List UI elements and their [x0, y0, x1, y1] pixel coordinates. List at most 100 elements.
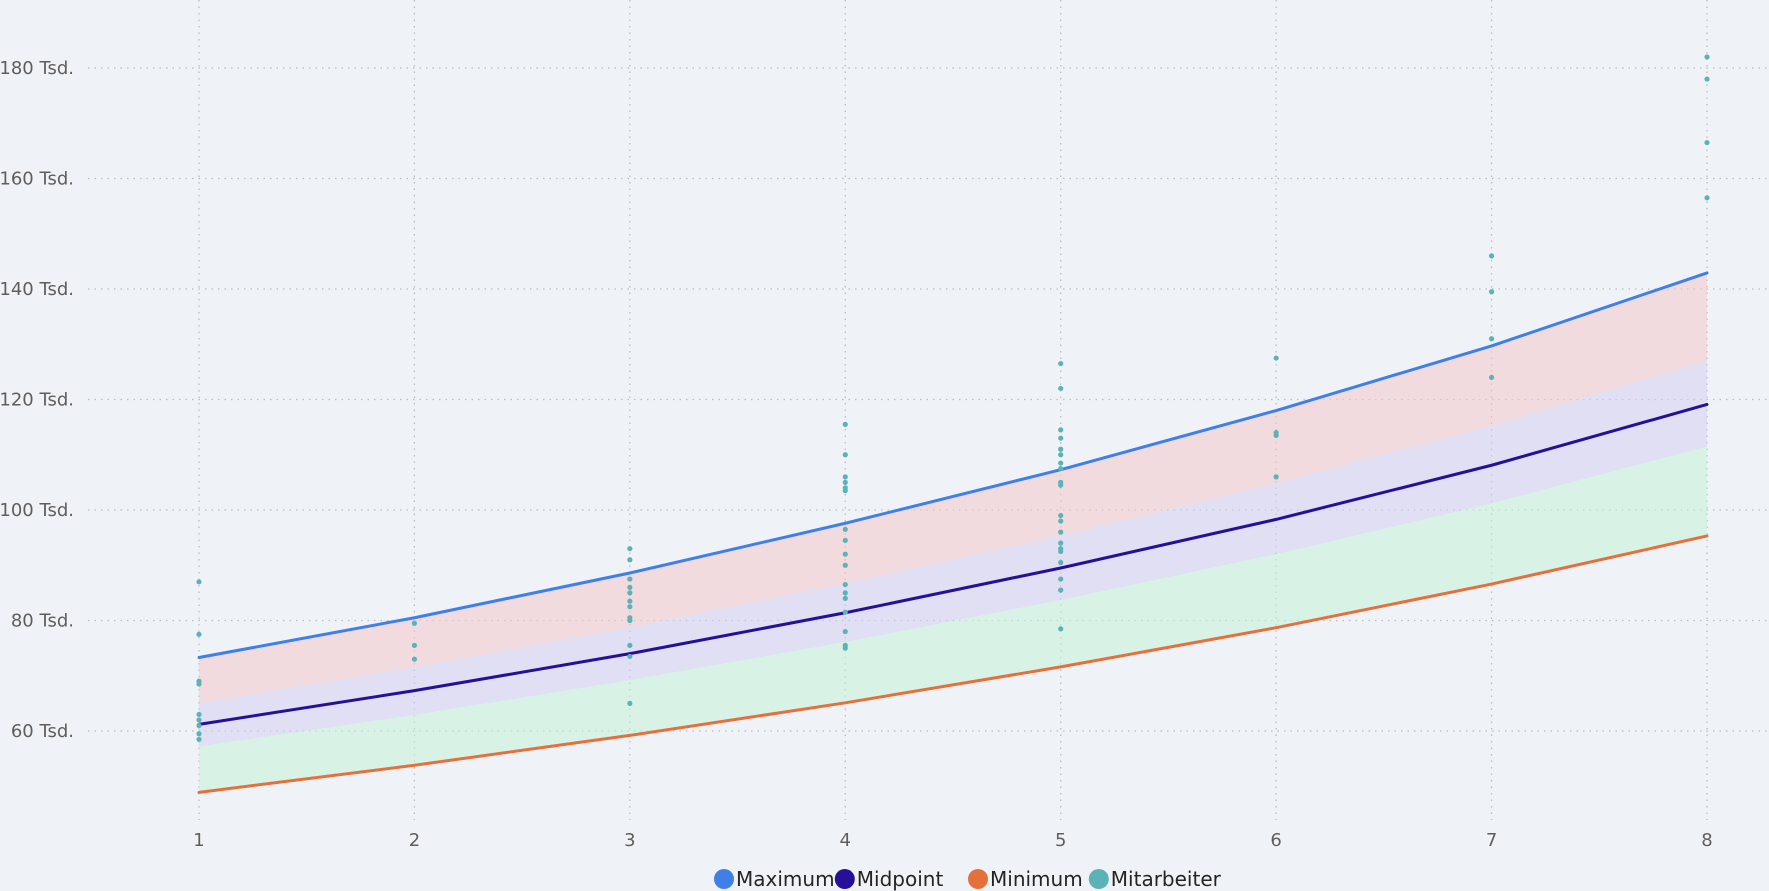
- y-tick-label: 120 Tsd.: [0, 390, 74, 411]
- data-point-mitarbeiter: [196, 717, 202, 723]
- data-point-mitarbeiter: [1273, 432, 1279, 439]
- data-point-mitarbeiter: [842, 628, 848, 635]
- data-point-mitarbeiter: [1058, 482, 1064, 488]
- data-point-mitarbeiter: [842, 609, 848, 615]
- legend-label: Mitarbeiter: [1111, 867, 1222, 891]
- data-point-mitarbeiter: [1273, 474, 1279, 480]
- data-point-mitarbeiter: [842, 537, 848, 543]
- x-tick-label: 3: [624, 830, 635, 851]
- data-point-mitarbeiter: [842, 595, 848, 602]
- legend-item-mitarbeiter[interactable]: Mitarbeiter: [1088, 867, 1222, 891]
- data-point-mitarbeiter: [1058, 446, 1064, 452]
- legend-marker: [834, 869, 855, 889]
- data-point-mitarbeiter: [1488, 289, 1495, 295]
- data-point-mitarbeiter: [196, 711, 202, 718]
- y-axis: 60 Tsd. 80 Tsd. 100 Tsd. 120 Tsd. 140 Tsd. 16…: [0, 58, 74, 742]
- band-layer: [199, 272, 1707, 793]
- data-point-mitarbeiter: [1704, 54, 1710, 60]
- data-point-mitarbeiter: [1058, 540, 1064, 546]
- x-tick-label: 4: [840, 830, 851, 851]
- data-point-mitarbeiter: [842, 562, 848, 568]
- x-tick-label: 6: [1270, 830, 1281, 851]
- data-point-mitarbeiter: [842, 590, 848, 596]
- data-point-mitarbeiter: [411, 642, 418, 648]
- data-point-mitarbeiter: [1488, 253, 1495, 259]
- data-point-mitarbeiter: [1058, 529, 1064, 535]
- data-point-mitarbeiter: [1058, 360, 1064, 367]
- legend-marker: [1088, 869, 1109, 889]
- legend: Maximum Midpoint Minimum Mitarbeiter: [714, 867, 1222, 891]
- data-point-mitarbeiter: [196, 681, 202, 687]
- legend-label: Midpoint: [857, 867, 944, 891]
- data-point-mitarbeiter: [411, 620, 418, 626]
- x-tick-label: 2: [409, 830, 420, 851]
- data-point-mitarbeiter: [1704, 139, 1710, 146]
- data-point-mitarbeiter: [1058, 385, 1064, 392]
- data-point-mitarbeiter: [627, 598, 633, 604]
- data-point-mitarbeiter: [842, 474, 848, 480]
- data-point-mitarbeiter: [842, 421, 848, 427]
- data-point-mitarbeiter: [1058, 465, 1064, 472]
- x-tick-label: 8: [1701, 830, 1712, 851]
- legend-item-minimum[interactable]: Minimum: [968, 867, 1083, 891]
- data-point-mitarbeiter: [842, 452, 848, 458]
- data-point-mitarbeiter: [1058, 587, 1064, 593]
- data-point-mitarbeiter: [842, 551, 848, 557]
- data-point-mitarbeiter: [196, 722, 202, 729]
- data-point-mitarbeiter: [842, 526, 848, 532]
- data-point-mitarbeiter: [1058, 460, 1064, 466]
- data-point-mitarbeiter: [1058, 626, 1064, 632]
- y-tick-label: 140 Tsd.: [0, 279, 74, 300]
- data-point-mitarbeiter: [842, 488, 848, 494]
- data-point-mitarbeiter: [1058, 452, 1064, 458]
- line-layer: [197, 271, 1709, 794]
- data-point-mitarbeiter: [627, 576, 633, 582]
- y-tick-label: 100 Tsd.: [0, 500, 74, 521]
- data-point-mitarbeiter: [196, 631, 202, 637]
- point-layer: [196, 54, 1710, 742]
- data-point-mitarbeiter: [627, 617, 633, 624]
- data-point-mitarbeiter: [1704, 195, 1710, 201]
- data-point-mitarbeiter: [842, 645, 848, 651]
- legend-item-midpoint[interactable]: Midpoint: [834, 867, 944, 891]
- data-point-mitarbeiter: [1058, 435, 1064, 441]
- data-point-mitarbeiter: [627, 642, 633, 648]
- legend-item-maximum[interactable]: Maximum: [714, 867, 835, 891]
- data-point-mitarbeiter: [196, 579, 202, 585]
- data-point-mitarbeiter: [1058, 548, 1064, 555]
- series-line-midpoint: [197, 402, 1709, 726]
- data-point-mitarbeiter: [1273, 355, 1279, 361]
- range-band: [199, 360, 1707, 747]
- range-band: [199, 446, 1707, 793]
- y-tick-label: 180 Tsd.: [0, 58, 74, 79]
- legend-marker: [968, 869, 988, 889]
- y-tick-label: 80 Tsd.: [11, 611, 74, 632]
- data-point-mitarbeiter: [196, 736, 202, 742]
- data-point-mitarbeiter: [627, 700, 633, 706]
- x-axis: 1 2 3 4 5 6 7 8: [193, 830, 1712, 851]
- data-point-mitarbeiter: [1058, 512, 1064, 519]
- data-point-mitarbeiter: [411, 656, 418, 662]
- x-tick-label: 1: [193, 830, 204, 851]
- series-line-minimum: [197, 534, 1709, 794]
- series-line-maximum: [197, 271, 1709, 660]
- data-point-mitarbeiter: [842, 479, 848, 485]
- data-point-mitarbeiter: [1704, 76, 1710, 82]
- data-point-mitarbeiter: [627, 584, 633, 590]
- y-tick-label: 60 Tsd.: [11, 721, 74, 742]
- x-tick-label: 5: [1055, 830, 1066, 851]
- legend-marker: [714, 869, 734, 889]
- data-point-mitarbeiter: [627, 653, 633, 660]
- y-tick-label: 160 Tsd.: [0, 169, 74, 190]
- data-point-mitarbeiter: [1488, 374, 1495, 380]
- data-point-mitarbeiter: [1488, 336, 1495, 342]
- legend-label: Minimum: [990, 867, 1083, 891]
- legend-label: Maximum: [736, 867, 835, 891]
- data-point-mitarbeiter: [627, 590, 633, 596]
- data-point-mitarbeiter: [1058, 427, 1064, 433]
- range-band: [199, 272, 1707, 704]
- data-point-mitarbeiter: [842, 581, 848, 588]
- x-tick-label: 7: [1486, 830, 1497, 851]
